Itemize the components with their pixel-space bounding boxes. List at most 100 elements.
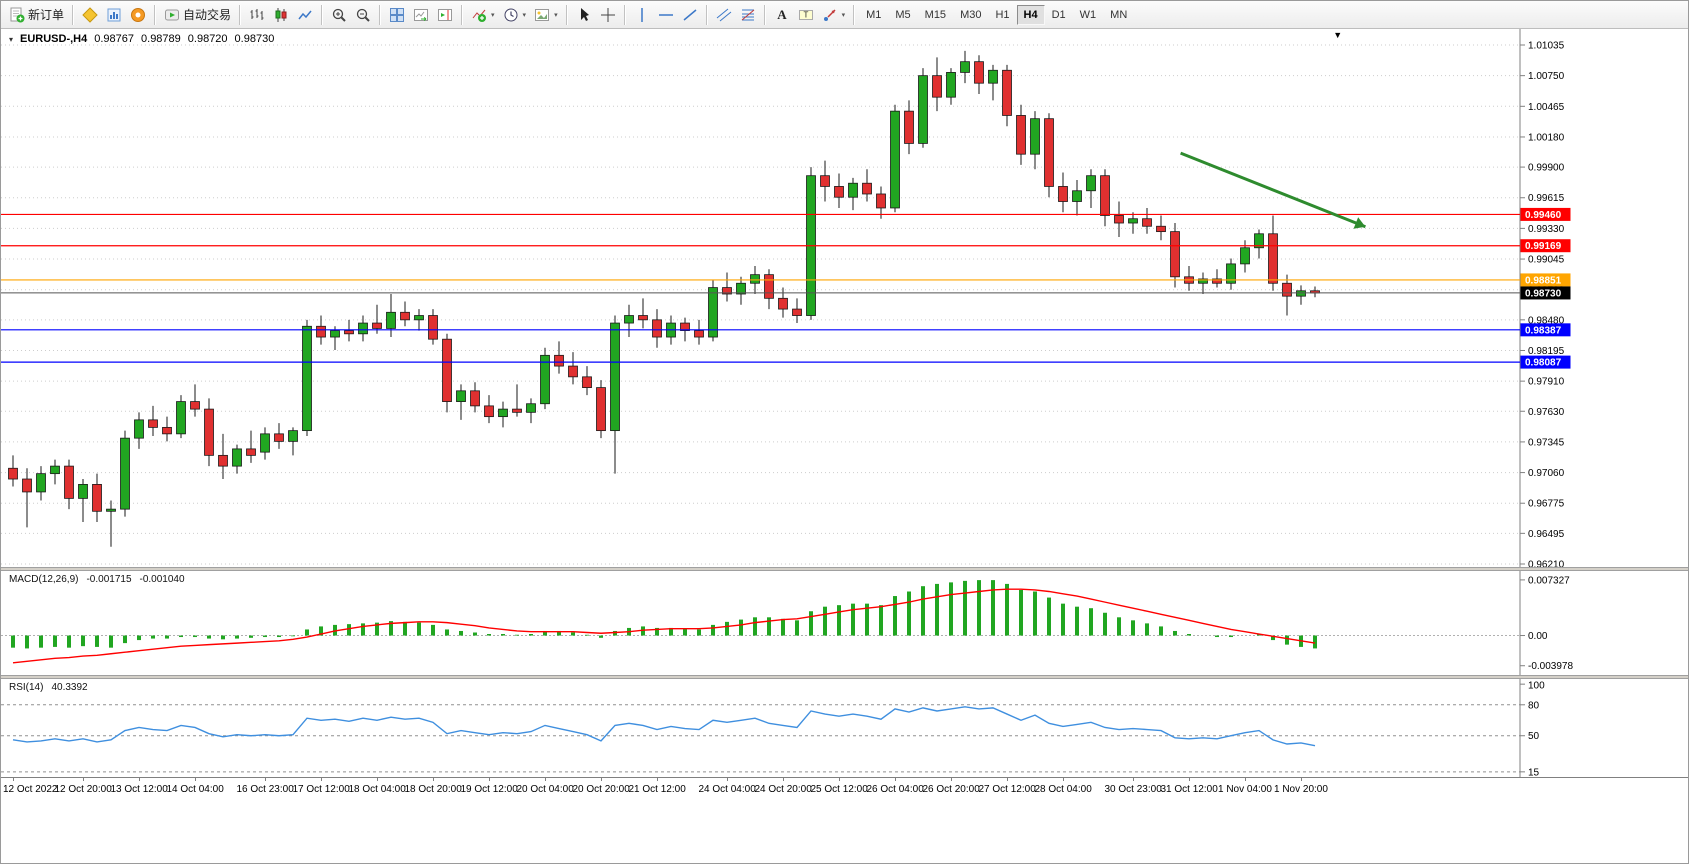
new-order-button[interactable]: 新订单 [5, 3, 68, 27]
time-label: 20 Oct 04:00 [516, 784, 574, 795]
time-label: 1 Nov 04:00 [1218, 784, 1272, 795]
svg-text:100: 100 [1528, 681, 1545, 692]
svg-text:80: 80 [1528, 700, 1540, 711]
svg-text:0.98851: 0.98851 [1525, 275, 1562, 286]
auto-scroll-button[interactable] [409, 3, 433, 27]
panel-splitter[interactable] [1, 675, 1688, 679]
timeframe-tf-h4-button[interactable]: H4 [1016, 4, 1045, 25]
candlestick-chart-button[interactable] [269, 3, 293, 27]
arrows-button[interactable]: ▾ [818, 3, 850, 27]
horizontal-line-object[interactable]: 0.98387 [1, 323, 1571, 337]
time-tick [321, 778, 322, 781]
timeframe-tf-d1-button[interactable]: D1 [1045, 5, 1073, 25]
vertical-line-button[interactable] [630, 3, 654, 27]
panel-splitter[interactable] [1, 567, 1688, 571]
chart-shift-button[interactable] [433, 3, 457, 27]
cursor-button[interactable] [572, 3, 596, 27]
timeframe-tf-m5-button[interactable]: M5 [888, 5, 917, 25]
macd-signal-line [12, 588, 1316, 664]
horizontal-line-icon [658, 7, 674, 23]
one-click-trading-toggle-icon[interactable]: ▾ [9, 34, 14, 44]
templates-button[interactable]: ▾ [530, 3, 562, 27]
horizontal-line-object[interactable]: 0.99460 [1, 207, 1571, 221]
autotrading-button[interactable]: 自动交易 [160, 3, 235, 27]
tf-d1-label: D1 [1051, 8, 1066, 21]
trend-arrow-object[interactable] [1180, 151, 1366, 229]
horizontal-line-object[interactable]: 0.98851 [1, 273, 1571, 287]
time-label: 30 Oct 23:00 [1104, 784, 1162, 795]
time-tick [489, 778, 490, 781]
svg-text:1.00465: 1.00465 [1528, 102, 1565, 113]
chevron-down-icon: ▾ [841, 11, 846, 19]
channel-button[interactable] [712, 3, 736, 27]
timeframe-tf-m15-button[interactable]: M15 [918, 5, 953, 25]
svg-text:0.99615: 0.99615 [1528, 193, 1565, 204]
right-shift-marker-icon[interactable]: ▼ [1333, 30, 1343, 40]
time-label: 13 Oct 12:00 [110, 784, 168, 795]
toolbar-separator [379, 4, 382, 25]
time-label: 31 Oct 12:00 [1160, 784, 1218, 795]
line-chart-button[interactable] [293, 3, 317, 27]
macd-signal-value: -0.001040 [139, 574, 185, 585]
main-price-chart: 1.01035 1.00750 1.00465 1.00180 0.99900 0.996… [1, 29, 1571, 567]
timeframe-tf-m1-button[interactable]: M1 [859, 5, 888, 25]
zoom-in-button[interactable] [327, 3, 351, 27]
timeframe-tf-w1-button[interactable]: W1 [1073, 5, 1104, 25]
time-label: 19 Oct 12:00 [460, 784, 518, 795]
chevron-down-icon: ▾ [522, 11, 527, 19]
horizontal-line-button[interactable] [654, 3, 678, 27]
timeframe-tf-m30-button[interactable]: M30 [953, 5, 988, 25]
indicators-button[interactable]: ▾ [467, 3, 499, 27]
time-tick [1245, 778, 1246, 781]
ohlc-low: 0.98720 [187, 33, 228, 45]
symbol-period-label: EURUSD-,H4 [20, 33, 88, 45]
time-axis[interactable]: 12 Oct 2022 12 Oct 20:00 13 Oct 12:00 14 Oc… [1, 777, 1688, 803]
svg-text:0.98730: 0.98730 [1525, 288, 1562, 299]
data-window-icon [106, 7, 122, 23]
horizontal-line-object[interactable]: 0.98087 [1, 355, 1571, 369]
macd-axis[interactable]: 0.007327 0.00 -0.003978 [1519, 571, 1573, 675]
text-label-button[interactable]: T [794, 3, 818, 27]
text-label-icon: T [798, 7, 814, 23]
data-window-button[interactable] [102, 3, 126, 27]
time-tick [139, 778, 140, 781]
periods-button[interactable]: ▾ [499, 3, 531, 27]
candles [8, 50, 1320, 547]
svg-text:0.99460: 0.99460 [1525, 210, 1562, 221]
toolbar-separator [321, 4, 324, 25]
fibonacci-button[interactable] [736, 3, 760, 27]
rsi-axis[interactable]: 100 80 50 15 [1519, 679, 1545, 777]
svg-text:0.98195: 0.98195 [1528, 346, 1565, 357]
candlestick-chart-icon [273, 7, 289, 23]
metaeditor-button[interactable] [78, 3, 102, 27]
crosshair-button[interactable] [596, 3, 620, 27]
time-label: 17 Oct 12:00 [292, 784, 350, 795]
rsi-panel: 100 80 50 15 [1, 679, 1545, 777]
bar-chart-button[interactable] [245, 3, 269, 27]
zoom-out-button[interactable] [351, 3, 375, 27]
time-tick [783, 778, 784, 781]
market-icon [130, 7, 146, 23]
rsi-label: RSI(14) 40.3392 [9, 682, 88, 693]
time-label: 14 Oct 04:00 [166, 784, 224, 795]
text-button[interactable]: A [770, 3, 794, 27]
arrows-icon [822, 7, 838, 23]
horizontal-line-object[interactable]: 0.99169 [1, 239, 1571, 253]
time-label: 18 Oct 20:00 [404, 784, 462, 795]
timeframe-tf-h1-button[interactable]: H1 [988, 5, 1016, 25]
tf-w1-label: W1 [1079, 8, 1097, 21]
timeframe-tf-mn-button[interactable]: MN [1103, 5, 1134, 25]
toolbar-separator [705, 4, 708, 25]
time-label: 28 Oct 04:00 [1034, 784, 1092, 795]
svg-text:0.97345: 0.97345 [1528, 437, 1565, 448]
time-tick [545, 778, 546, 781]
price-axis[interactable]: 1.01035 1.00750 1.00465 1.00180 0.99900 0.996… [1519, 29, 1565, 567]
svg-text:0.97910: 0.97910 [1528, 377, 1565, 388]
cursor-icon [576, 7, 592, 23]
market-button[interactable] [126, 3, 150, 27]
tile-windows-button[interactable] [385, 3, 409, 27]
trendline-button[interactable] [678, 3, 702, 27]
time-label: 12 Oct 20:00 [54, 784, 112, 795]
time-label: 12 Oct 2022 [3, 784, 58, 795]
time-label: 16 Oct 23:00 [236, 784, 294, 795]
